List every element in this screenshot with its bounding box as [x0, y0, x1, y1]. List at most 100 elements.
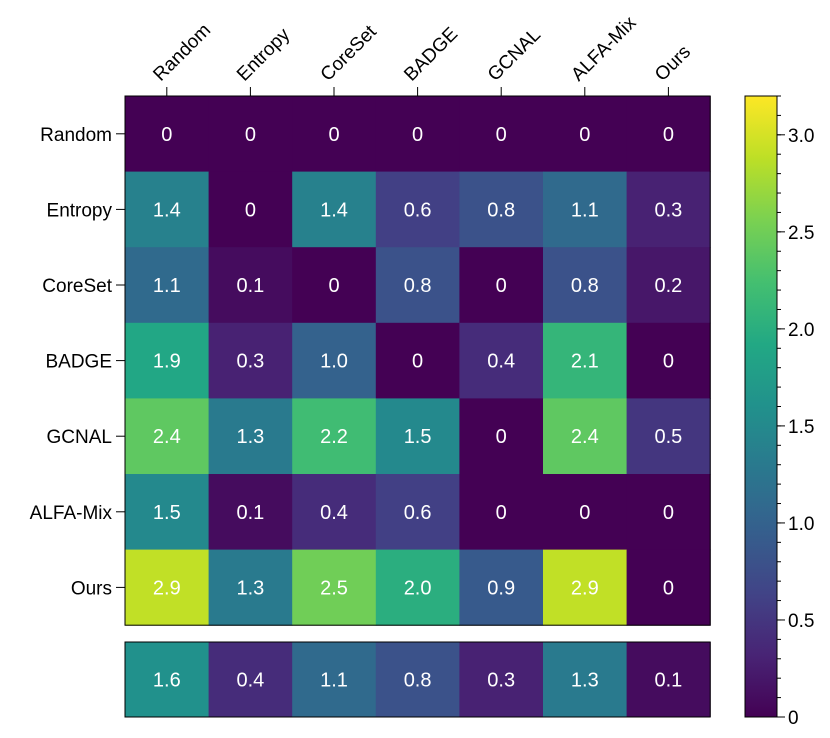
colorbar-tick-label: 2.5	[788, 223, 814, 244]
y-tick-label: Random	[40, 125, 112, 146]
summary-value-label: 0.1	[654, 670, 682, 692]
heatmap-cell	[459, 398, 544, 475]
heatmap-cell	[459, 247, 544, 324]
cell-value-label: 0.4	[320, 502, 348, 524]
cell-value-label: 2.9	[153, 577, 181, 599]
cell-value-label: 1.1	[153, 275, 181, 297]
y-tick-label: Ours	[71, 578, 112, 599]
heatmap-cell	[543, 96, 628, 173]
heatmap-cell	[208, 322, 293, 399]
summary-cell	[208, 642, 293, 717]
cell-value-label: 0.8	[487, 199, 515, 221]
heatmap-cell	[543, 171, 628, 248]
cell-value-label: 0.9	[487, 577, 515, 599]
cell-value-label: 0.3	[654, 199, 682, 221]
heatmap-cell	[626, 171, 711, 248]
y-tick-label: BADGE	[45, 352, 112, 373]
x-tick-label: ALFA-Mix	[567, 12, 640, 85]
cell-value-label: 0	[412, 351, 423, 373]
summary-cell	[459, 642, 544, 717]
cell-value-label: 1.3	[236, 426, 264, 448]
cell-value-label: 2.9	[571, 577, 599, 599]
heatmap-cell	[375, 171, 460, 248]
heatmap-cell	[125, 398, 210, 475]
x-tick-label: CoreSet	[317, 21, 382, 86]
cell-value-label: 0.1	[236, 275, 264, 297]
heatmap-cell	[292, 171, 377, 248]
summary-cell	[626, 642, 711, 717]
cell-value-label: 0.6	[404, 199, 432, 221]
heatmap-cell	[292, 96, 377, 173]
cell-value-label: 0	[328, 124, 339, 146]
cell-value-label: 1.3	[236, 577, 264, 599]
heatmap-cell	[208, 398, 293, 475]
cell-value-label: 0	[579, 124, 590, 146]
colorbar: 0 0.5 1.0 1.5 2.0 2.5 3.0	[744, 95, 814, 729]
cell-value-label: 0	[328, 275, 339, 297]
x-tick-label: Entropy	[233, 24, 295, 86]
heatmap-cell	[208, 171, 293, 248]
heatmap-cell	[626, 398, 711, 475]
summary-cell	[292, 642, 377, 717]
heatmap-cell	[292, 398, 377, 475]
cell-value-label: 0.8	[404, 275, 432, 297]
cell-value-label: 0.2	[654, 275, 682, 297]
heatmap-cell	[292, 549, 377, 626]
cell-value-label: 0.3	[236, 351, 264, 373]
summary-value-label: 0.4	[236, 670, 264, 692]
y-tick-label: ALFA-Mix	[30, 503, 113, 524]
summary-row: 1.6 0.4 1.1 0.8 0.3 1.3 0.1	[124, 641, 711, 718]
cell-value-label: 1.5	[404, 426, 432, 448]
x-tick-label: Ours	[651, 42, 695, 86]
heatmap-cell	[208, 474, 293, 551]
summary-cell	[543, 642, 628, 717]
cell-value-label: 1.1	[571, 199, 599, 221]
heatmap-cell	[375, 398, 460, 475]
cell-value-label: 1.9	[153, 351, 181, 373]
heatmap-cell	[125, 96, 210, 173]
colorbar-tick-label: 1.0	[788, 514, 814, 535]
heatmap-cell	[125, 549, 210, 626]
heatmap-cell	[375, 549, 460, 626]
cell-value-label: 2.5	[320, 577, 348, 599]
heatmap-cell	[208, 549, 293, 626]
cell-value-label: 2.1	[571, 351, 599, 373]
colorbar-tick-label: 2.0	[788, 320, 814, 341]
heatmap-cell	[208, 247, 293, 324]
colorbar-tick-label: 0.5	[788, 611, 814, 632]
heatmap-cell	[459, 171, 544, 248]
cell-value-label: 0	[663, 351, 674, 373]
heatmap-cell	[543, 247, 628, 324]
cell-value-label: 0.4	[487, 351, 515, 373]
cell-value-label: 0	[663, 124, 674, 146]
cell-value-label: 1.5	[153, 502, 181, 524]
heatmap-cell	[459, 322, 544, 399]
cell-value-label: 0	[663, 577, 674, 599]
heatmap-cell	[125, 247, 210, 324]
cell-value-label: 2.0	[404, 577, 432, 599]
cell-value-label: 0	[496, 275, 507, 297]
heatmap-cell	[543, 322, 628, 399]
summary-value-label: 1.1	[320, 670, 348, 692]
summary-cell	[375, 642, 460, 717]
cell-value-label: 0	[579, 502, 590, 524]
cell-value-label: 0	[496, 426, 507, 448]
heatmap-cell	[543, 398, 628, 475]
colorbar-tick-label: 1.5	[788, 417, 814, 438]
cell-value-label: 0	[496, 124, 507, 146]
y-tick-label: Entropy	[47, 200, 113, 221]
heatmap-cell	[208, 96, 293, 173]
heatmap-cell	[292, 474, 377, 551]
cell-value-label: 1.4	[320, 199, 348, 221]
cell-value-label: 2.4	[153, 426, 181, 448]
cell-value-label: 0.6	[404, 502, 432, 524]
x-tick-label: Random	[149, 20, 215, 86]
y-axis-ticks: Random Entropy CoreSet BADGE GCNAL ALFA-Mix Ou…	[30, 125, 125, 599]
heatmap-cell	[459, 474, 544, 551]
heatmap-cell	[375, 96, 460, 173]
x-tick-label: BADGE	[400, 24, 462, 86]
summary-value-label: 1.6	[153, 670, 181, 692]
heatmap-cell	[375, 322, 460, 399]
heatmap-cell	[543, 549, 628, 626]
